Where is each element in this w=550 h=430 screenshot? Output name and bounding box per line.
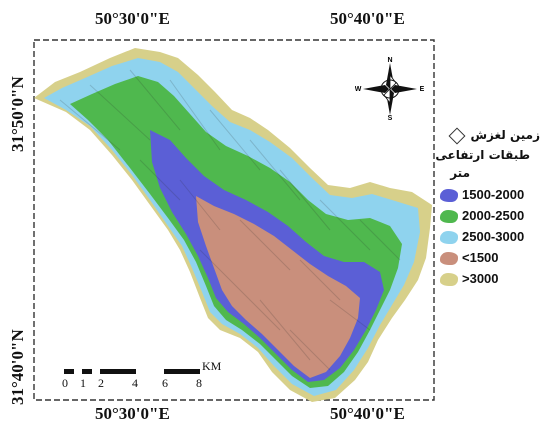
coord-label-left-lower-wrap: 31°40'0"N	[4, 305, 28, 405]
compass-e: E	[420, 86, 425, 93]
legend-title-landslide: زمین لغزش	[470, 128, 540, 142]
legend-item-1500-2000: 1500-2000	[440, 186, 550, 206]
legend-item-below-1500: <1500	[440, 249, 550, 269]
coord-label-top-left: 50°30'0"E	[95, 9, 170, 28]
scale-unit: KM	[202, 359, 222, 373]
scale-tick: 1	[80, 376, 86, 390]
legend-swatch	[440, 273, 458, 286]
legend-title-unit: متر	[450, 166, 470, 180]
scale-segment	[164, 369, 200, 374]
terrain-shading	[59, 69, 401, 371]
coord-label-left-upper: 31°50'0"N	[8, 76, 27, 152]
legend-title-classes: طبقات ارتفاعی	[435, 148, 530, 162]
legend-label: >3000	[462, 271, 499, 286]
scale-segment	[82, 369, 92, 374]
legend-swatch	[440, 210, 458, 223]
scale-tick: 2	[98, 376, 104, 390]
coord-label-top-right: 50°40'0"E	[330, 9, 405, 28]
coord-label-left-lower: 31°40'0"N	[8, 329, 27, 405]
region-below-1500	[196, 196, 360, 378]
legend-label: <1500	[462, 250, 499, 265]
scale-tick: 0	[62, 376, 68, 390]
legend-label: 2500-3000	[462, 229, 525, 244]
legend-label: 2000-2500	[462, 208, 525, 223]
coord-label-bottom-right: 50°40'0"E	[330, 404, 405, 423]
scale-tick: 8	[196, 376, 202, 390]
legend-swatch	[440, 252, 458, 265]
scale-bar: KM 0 1 2 4 6 8	[62, 359, 232, 395]
legend-item-above-3000: >3000	[440, 270, 550, 290]
scale-segment	[64, 369, 74, 374]
scale-tick: 6	[162, 376, 168, 390]
scale-segment	[100, 369, 136, 374]
legend-label: 1500-2000	[462, 187, 525, 202]
compass-rose-icon: N S W E	[355, 57, 425, 120]
compass-n: N	[387, 57, 392, 64]
scale-tick: 4	[132, 376, 138, 390]
coord-label-bottom-left: 50°30'0"E	[95, 404, 170, 423]
legend-swatch	[440, 189, 458, 202]
legend-item-2000-2500: 2000-2500	[440, 207, 550, 227]
coord-label-left-upper-wrap: 31°50'0"N	[4, 60, 28, 152]
legend-item-2500-3000: 2500-3000	[440, 228, 550, 248]
compass-w: W	[355, 86, 362, 93]
map-frame	[33, 39, 435, 401]
legend-swatch	[440, 231, 458, 244]
compass-s: S	[388, 115, 393, 120]
